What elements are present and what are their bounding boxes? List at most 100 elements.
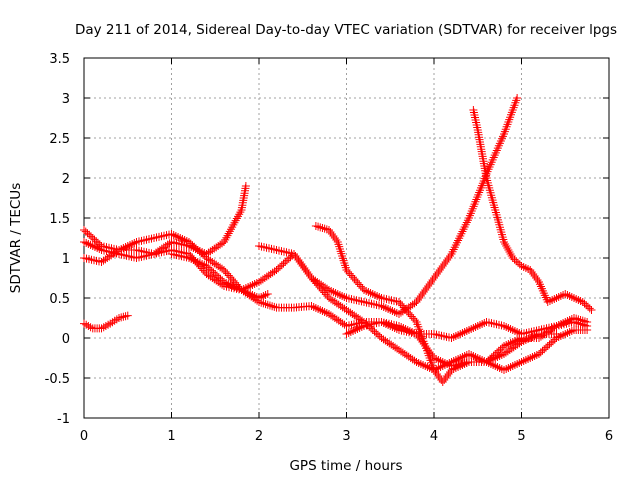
data-point bbox=[538, 346, 547, 355]
x-tick-label: 3 bbox=[342, 429, 350, 444]
data-point bbox=[92, 237, 101, 246]
series-sat-a bbox=[80, 182, 250, 266]
data-point bbox=[192, 244, 200, 253]
series-sat-i bbox=[342, 318, 561, 370]
data-point bbox=[550, 323, 559, 332]
data-point bbox=[446, 252, 455, 260]
data-point bbox=[318, 224, 327, 232]
data-point bbox=[401, 305, 410, 314]
data-point bbox=[95, 240, 104, 249]
data-point bbox=[396, 299, 405, 308]
x-tick-label: 4 bbox=[430, 429, 438, 444]
series-sat-d bbox=[80, 226, 592, 342]
y-tick-label: 0.5 bbox=[49, 292, 70, 307]
y-tick-label: 0 bbox=[62, 332, 70, 347]
data-point bbox=[316, 223, 325, 232]
data-point bbox=[229, 276, 238, 285]
data-point bbox=[312, 279, 321, 288]
data-point bbox=[321, 290, 330, 299]
y-tick-label: -1 bbox=[57, 412, 70, 427]
data-point bbox=[94, 238, 102, 247]
data-point bbox=[226, 273, 235, 282]
data-point bbox=[320, 288, 329, 297]
data-point bbox=[543, 342, 552, 350]
data-point bbox=[407, 312, 416, 321]
data-point bbox=[410, 356, 419, 365]
data-point bbox=[313, 281, 322, 290]
data-point bbox=[584, 302, 592, 311]
data-point bbox=[265, 301, 274, 310]
x-axis-label: GPS time / hours bbox=[289, 458, 402, 474]
data-point bbox=[332, 236, 341, 244]
data-point bbox=[259, 292, 268, 300]
data-point bbox=[583, 326, 592, 334]
data-point bbox=[318, 286, 327, 295]
data-point bbox=[536, 348, 545, 357]
data-point bbox=[123, 311, 132, 320]
data-point bbox=[225, 227, 234, 236]
data-point bbox=[209, 268, 218, 277]
data-point bbox=[510, 255, 519, 264]
data-point bbox=[193, 246, 202, 254]
data-point bbox=[263, 300, 272, 309]
data-point bbox=[228, 223, 237, 232]
data-point bbox=[307, 274, 316, 282]
data-point bbox=[83, 229, 92, 238]
data-point bbox=[512, 257, 521, 266]
data-point bbox=[90, 235, 99, 244]
data-point bbox=[232, 214, 241, 223]
data-point bbox=[207, 266, 216, 275]
data-point bbox=[279, 259, 288, 268]
data-point bbox=[227, 275, 236, 284]
data-point bbox=[372, 329, 381, 338]
data-point bbox=[535, 350, 543, 358]
data-point bbox=[274, 264, 283, 273]
data-point bbox=[206, 265, 214, 274]
data-point bbox=[276, 262, 284, 271]
y-tick-label: 1.5 bbox=[49, 212, 70, 227]
data-point bbox=[583, 318, 592, 326]
x-tick-label: 6 bbox=[605, 429, 613, 444]
data-point bbox=[370, 327, 379, 336]
data-point bbox=[533, 276, 542, 284]
data-point bbox=[85, 230, 94, 239]
data-point bbox=[552, 330, 561, 338]
data-point bbox=[88, 234, 97, 242]
y-tick-label: 3.5 bbox=[49, 52, 70, 67]
data-point bbox=[352, 276, 361, 285]
data-point bbox=[547, 338, 556, 347]
data-point bbox=[186, 239, 195, 248]
data-point bbox=[185, 238, 193, 246]
chart-title: Day 211 of 2014, Sidereal Day-to-day VTE… bbox=[75, 22, 617, 38]
data-point bbox=[197, 249, 206, 258]
y-axis-label: SDTVAR / TECUs bbox=[8, 183, 24, 293]
data-point bbox=[216, 274, 225, 283]
data-point bbox=[345, 269, 354, 278]
data-point bbox=[214, 273, 223, 282]
x-tick-label: 1 bbox=[167, 429, 175, 444]
data-point bbox=[235, 210, 244, 219]
data-point bbox=[80, 226, 88, 234]
data-point bbox=[222, 233, 231, 242]
data-point bbox=[542, 343, 550, 352]
data-point bbox=[223, 231, 232, 240]
data-point bbox=[310, 277, 319, 286]
data-point bbox=[309, 275, 318, 284]
data-point bbox=[117, 313, 126, 322]
series-sat-c bbox=[80, 311, 132, 333]
data-point bbox=[578, 298, 587, 306]
data-point bbox=[204, 263, 213, 272]
x-tick-label: 5 bbox=[517, 429, 525, 444]
data-point bbox=[355, 280, 364, 289]
data-point bbox=[283, 256, 291, 265]
data-point bbox=[231, 216, 240, 225]
data-point bbox=[496, 345, 505, 354]
data-point bbox=[223, 269, 232, 278]
data-point bbox=[224, 229, 233, 238]
data-point bbox=[314, 222, 323, 231]
y-tick-label: 3 bbox=[62, 92, 70, 107]
data-point bbox=[315, 283, 324, 292]
data-point bbox=[344, 267, 353, 276]
data-point bbox=[350, 275, 359, 284]
